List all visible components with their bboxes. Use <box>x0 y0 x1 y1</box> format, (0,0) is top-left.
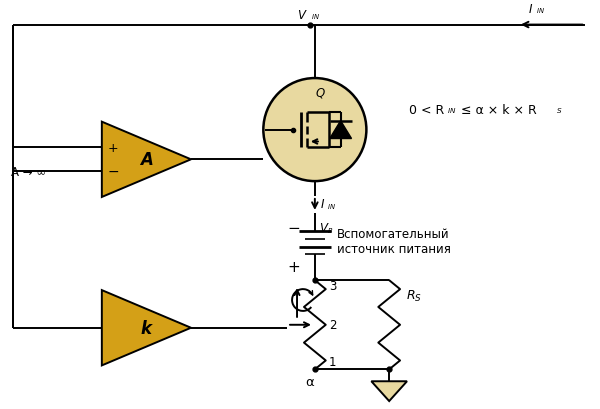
Text: $V$: $V$ <box>319 222 329 235</box>
Text: Вспомогательный
источник питания: Вспомогательный источник питания <box>337 227 451 255</box>
Text: $_S$: $_S$ <box>556 106 562 115</box>
Text: A: A <box>140 151 153 169</box>
Text: −: − <box>287 220 300 236</box>
Text: ≤ α × k × R: ≤ α × k × R <box>457 104 536 117</box>
Text: Q: Q <box>315 86 325 99</box>
Polygon shape <box>102 290 191 366</box>
Text: 0 < R: 0 < R <box>409 104 444 117</box>
Text: +: + <box>287 259 300 274</box>
Polygon shape <box>102 122 191 198</box>
Text: $V$: $V$ <box>297 9 308 22</box>
Text: −: − <box>108 165 119 179</box>
Text: α: α <box>305 375 314 388</box>
Polygon shape <box>330 121 352 139</box>
Text: $_B$: $_B$ <box>327 225 333 235</box>
Text: +: + <box>108 142 118 155</box>
Text: 2: 2 <box>329 319 336 331</box>
Text: $_{IN}$: $_{IN}$ <box>327 201 336 211</box>
Text: $I$: $I$ <box>528 2 533 16</box>
Text: $_{IN}$: $_{IN}$ <box>311 11 320 22</box>
Text: $I$: $I$ <box>320 198 325 211</box>
Text: 3: 3 <box>329 279 336 292</box>
Circle shape <box>263 79 367 182</box>
Text: $_{IN}$: $_{IN}$ <box>536 6 545 16</box>
Text: $_{IN}$: $_{IN}$ <box>446 106 456 115</box>
Text: $R_S$: $R_S$ <box>406 288 422 303</box>
Text: 1: 1 <box>329 355 336 368</box>
Text: A → ∞: A → ∞ <box>11 165 46 178</box>
Polygon shape <box>371 381 407 401</box>
Text: k: k <box>141 319 152 337</box>
